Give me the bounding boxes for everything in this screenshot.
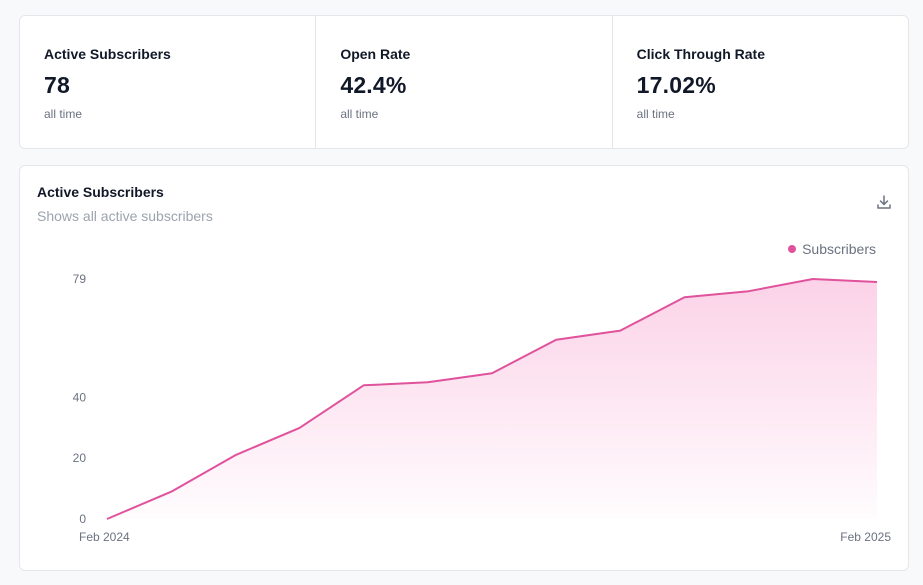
legend-label: Subscribers: [802, 241, 876, 257]
stat-value: 78: [44, 72, 70, 98]
chart-title: Active Subscribers: [37, 184, 164, 200]
y-tick-label: 40: [73, 390, 87, 404]
stat-sub: all time: [340, 107, 379, 121]
stat-active-subscribers: Active Subscribers 78 all time: [20, 16, 317, 148]
stat-value: 17.02%: [636, 72, 716, 98]
chart-legend: Subscribers: [788, 241, 876, 257]
y-tick-label: 20: [73, 451, 87, 465]
x-tick-label: Feb 2024: [79, 530, 130, 544]
stat-label: Open Rate: [340, 46, 411, 62]
stat-sub: all time: [44, 107, 83, 121]
series-area: [107, 279, 877, 519]
download-icon[interactable]: [875, 193, 893, 211]
stat-label: Click Through Rate: [636, 46, 766, 62]
y-tick-label: 79: [73, 272, 87, 286]
series-line: [106, 278, 878, 520]
stat-open-rate: Open Rate 42.4% all time: [316, 16, 613, 148]
chart-subtitle: Shows all active subscribers: [37, 208, 213, 224]
stat-click-through-rate: Click Through Rate 17.02% all time: [613, 16, 908, 148]
stat-label: Active Subscribers: [44, 46, 171, 62]
stats-panel: Active Subscribers 78 all time Open Rate…: [19, 15, 909, 149]
stat-sub: all time: [636, 107, 675, 121]
x-tick-label: Feb 2025: [840, 530, 891, 544]
stat-value: 42.4%: [340, 72, 407, 98]
legend-swatch: [788, 245, 797, 253]
y-tick-label: 0: [79, 512, 86, 526]
